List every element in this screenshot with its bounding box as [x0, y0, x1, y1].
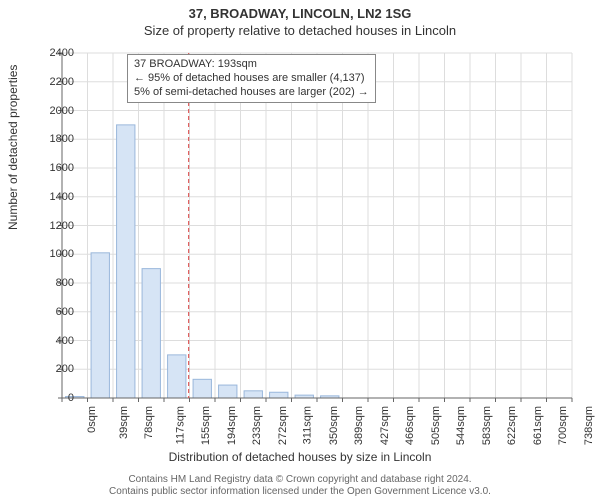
histogram-bar [168, 355, 186, 398]
histogram-bar [142, 269, 160, 398]
y-tick-label: 1600 [36, 162, 74, 174]
y-axis-label: Number of detached properties [6, 65, 20, 230]
x-axis-label: Distribution of detached houses by size … [0, 450, 600, 464]
y-tick-label: 1400 [36, 191, 74, 203]
histogram-bar [91, 253, 109, 398]
y-tick-label: 1800 [36, 133, 74, 145]
page-subtitle: Size of property relative to detached ho… [0, 21, 600, 38]
x-tick-label: 738sqm [583, 406, 595, 445]
x-tick-label: 155sqm [200, 406, 212, 445]
y-tick-label: 2200 [36, 76, 74, 88]
annotation-line: 5% of semi-detached houses are larger (2… [134, 86, 369, 100]
x-tick-label: 622sqm [506, 406, 518, 445]
x-tick-label: 466sqm [404, 406, 416, 445]
x-tick-label: 39sqm [118, 406, 130, 439]
x-tick-label: 505sqm [430, 406, 442, 445]
x-tick-label: 0sqm [86, 406, 98, 433]
x-tick-label: 350sqm [328, 406, 340, 445]
chart-plot-area: 37 BROADWAY: 193sqm ← 95% of detached ho… [57, 48, 577, 403]
footnote: Contains HM Land Registry data © Crown c… [0, 474, 600, 498]
x-tick-label: 544sqm [455, 406, 467, 445]
x-tick-label: 389sqm [353, 406, 365, 445]
annotation-box: 37 BROADWAY: 193sqm ← 95% of detached ho… [127, 54, 376, 103]
y-tick-label: 600 [36, 306, 74, 318]
x-tick-label: 233sqm [251, 406, 263, 445]
annotation-line: 37 BROADWAY: 193sqm [134, 58, 369, 72]
y-tick-label: 2000 [36, 105, 74, 117]
footnote-line: Contains HM Land Registry data © Crown c… [0, 474, 600, 486]
histogram-bar [270, 392, 288, 398]
y-tick-label: 400 [36, 335, 74, 347]
x-tick-label: 194sqm [226, 406, 238, 445]
annotation-line: ← 95% of detached houses are smaller (4,… [134, 72, 369, 86]
y-tick-label: 200 [36, 363, 74, 375]
histogram-bar [244, 391, 262, 398]
footnote-line: Contains public sector information licen… [0, 486, 600, 498]
page-title: 37, BROADWAY, LINCOLN, LN2 1SG [0, 0, 600, 21]
x-tick-label: 700sqm [557, 406, 569, 445]
x-tick-label: 311sqm [301, 406, 313, 444]
x-tick-label: 427sqm [379, 406, 391, 445]
histogram-bar [219, 385, 237, 398]
y-tick-label: 0 [36, 392, 74, 404]
histogram-bar [117, 125, 135, 398]
x-tick-label: 661sqm [532, 406, 544, 445]
y-tick-label: 1000 [36, 248, 74, 260]
x-tick-label: 78sqm [143, 406, 155, 439]
y-tick-label: 2400 [36, 47, 74, 59]
histogram-bar [193, 379, 211, 398]
x-tick-label: 117sqm [174, 406, 186, 444]
y-tick-label: 1200 [36, 220, 74, 232]
x-tick-label: 583sqm [481, 406, 493, 445]
y-tick-label: 800 [36, 277, 74, 289]
x-tick-label: 272sqm [277, 406, 289, 445]
